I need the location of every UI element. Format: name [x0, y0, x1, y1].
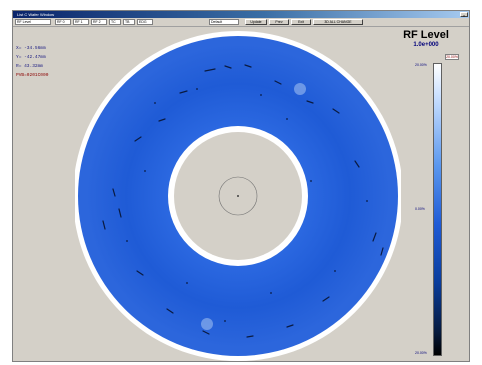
cursor-readout: X= -34.56mm Y= -42.47mm R= 43.32mm PVB=0… — [16, 44, 48, 80]
field-rf0[interactable]: RF 0 — [55, 19, 71, 25]
prev-button[interactable]: Prev — [269, 19, 289, 25]
defect-speckles — [126, 88, 368, 322]
center-marker-circle — [218, 176, 258, 216]
coord-pvb: PVB=0201C000 — [16, 73, 49, 78]
field-tc[interactable]: TC — [109, 19, 121, 25]
color-scale-bar — [433, 63, 442, 356]
field-edg-value: EDG — [139, 20, 147, 24]
wafer-map[interactable] — [75, 31, 401, 361]
window-title: List C Wafer Window — [17, 12, 55, 17]
legend-title: RF Level — [403, 29, 449, 41]
close-icon[interactable]: × — [460, 12, 468, 18]
field-rf1-value: RF 1 — [75, 20, 83, 24]
exit-button[interactable]: Exit — [291, 19, 311, 25]
preset-select[interactable]: Default — [209, 19, 239, 25]
legend-top-label: 20.00% — [415, 63, 427, 67]
defect-marks — [102, 64, 384, 338]
change-all-button[interactable]: 3D ALL CHANGE — [313, 19, 363, 25]
mode-select[interactable]: RF Level — [15, 19, 51, 25]
legend-mid-label: 0.00% — [415, 207, 425, 211]
field-tb-value: TB — [125, 20, 130, 24]
wafer-viewer-window: List C Wafer Window × RF Level RF 0 RF 1… — [12, 10, 470, 362]
mode-select-value: RF Level — [17, 20, 32, 24]
field-tc-value: TC — [111, 20, 116, 24]
field-edg[interactable]: EDG — [137, 19, 153, 25]
field-rf2[interactable]: RF 2 — [91, 19, 107, 25]
field-tb[interactable]: TB — [123, 19, 135, 25]
center-marker-dot — [237, 195, 239, 197]
coord-x: X= -34.56mm — [16, 46, 46, 51]
bright-spot — [294, 83, 306, 95]
coord-y: Y= -42.47mm — [16, 55, 46, 60]
legend-bottom-label: 20.00% — [415, 351, 427, 355]
toolbar: RF Level RF 0 RF 1 RF 2 TC TB EDG Defaul… — [13, 18, 469, 27]
legend-value: 1.0e+000 — [413, 42, 439, 48]
preset-select-value: Default — [211, 20, 223, 24]
coord-r: R= 43.32mm — [16, 64, 44, 69]
field-rf0-value: RF 0 — [57, 20, 65, 24]
update-button[interactable]: Update — [245, 19, 267, 25]
legend-scale-select[interactable]: 20.00% — [445, 54, 459, 60]
field-rf2-value: RF 2 — [93, 20, 101, 24]
title-bar: List C Wafer Window × — [13, 11, 469, 18]
bright-spot — [201, 318, 213, 330]
field-rf1[interactable]: RF 1 — [73, 19, 89, 25]
